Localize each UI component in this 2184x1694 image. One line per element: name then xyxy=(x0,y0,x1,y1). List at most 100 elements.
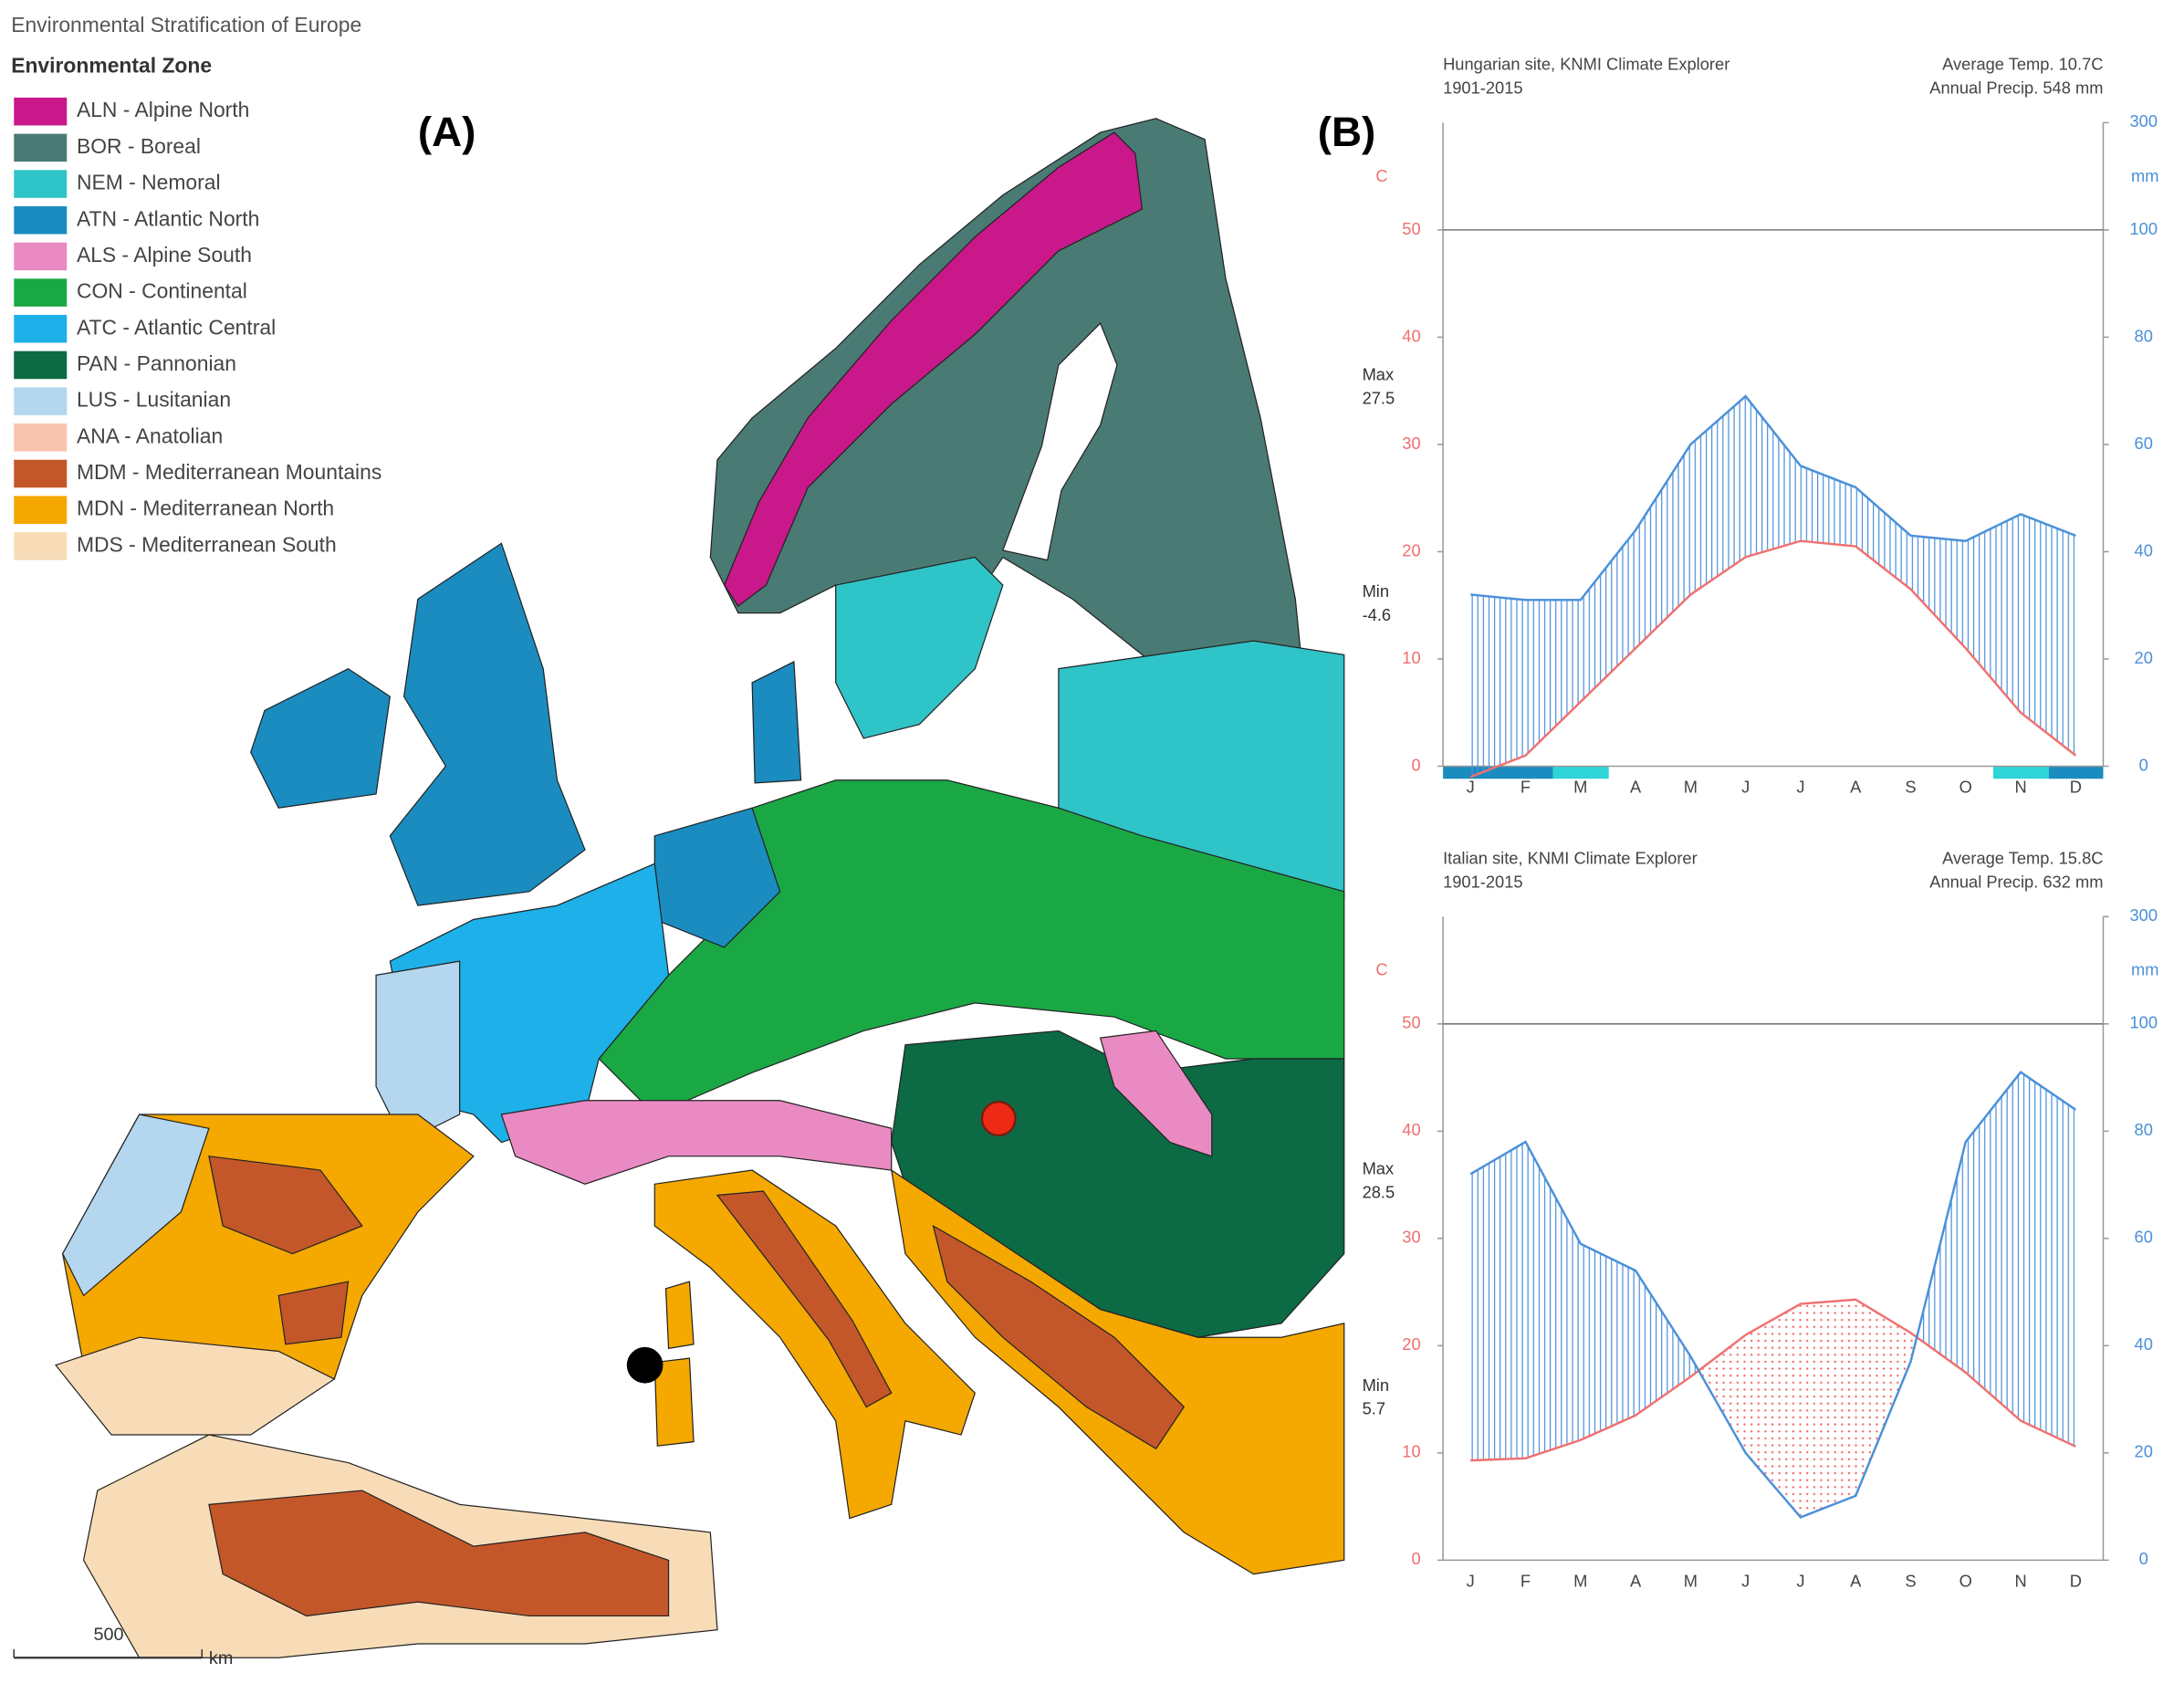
frost-bar xyxy=(1443,766,1553,779)
x-tick-label: A xyxy=(1630,1572,1642,1591)
legend-label: MDM - Mediterranean Mountains xyxy=(77,460,381,484)
frost-bar xyxy=(1992,766,2049,779)
zone-atn xyxy=(751,661,802,784)
y-tick-label: 0 xyxy=(1411,1549,1420,1568)
map-title: Environmental Stratification of Europe xyxy=(11,13,361,37)
scale-unit: km xyxy=(209,1648,233,1668)
legend-label: NEM - Nemoral xyxy=(77,171,221,194)
x-tick-label: J xyxy=(1467,778,1475,797)
site-marker xyxy=(626,1346,664,1384)
y-tick-label: 50 xyxy=(1402,1013,1420,1032)
panel-label: (A) xyxy=(418,109,476,155)
legend-swatch xyxy=(14,532,68,560)
y-axis-label: C xyxy=(1375,960,1387,979)
annotation: Max xyxy=(1363,1158,1395,1177)
zone-mdn xyxy=(653,1169,977,1520)
zone-mdm xyxy=(208,1155,363,1255)
y2-tick-label: 40 xyxy=(2135,1334,2153,1354)
legend-label: ALS - Alpine South xyxy=(77,243,252,267)
legend-swatch xyxy=(14,387,68,415)
x-tick-label: S xyxy=(1905,778,1916,797)
legend-swatch xyxy=(14,459,68,488)
y2-tick-label: 100 xyxy=(2129,1013,2158,1032)
annotation: 5.7 xyxy=(1363,1399,1385,1418)
y2-tick-label: 300 xyxy=(2129,905,2158,925)
zone-mdm xyxy=(716,1190,893,1408)
annotation: Average Temp. 10.7C xyxy=(1942,55,2103,74)
zone-aln xyxy=(723,131,1144,607)
legend-label: CON - Continental xyxy=(77,279,247,303)
annotation: Max xyxy=(1363,365,1395,384)
y2-tick-label: 300 xyxy=(2129,111,2158,131)
x-tick-label: N xyxy=(2014,1572,2026,1591)
x-tick-label: J xyxy=(1741,1572,1750,1591)
y2-tick-label: 20 xyxy=(2135,1442,2153,1461)
x-tick-label: M xyxy=(1573,1572,1587,1591)
y-tick-label: 40 xyxy=(1402,1120,1420,1139)
y-tick-label: 20 xyxy=(1402,1334,1420,1354)
annotation: Min xyxy=(1363,581,1389,601)
chart-subtitle: 1901-2015 xyxy=(1443,78,1523,98)
legend-label: ATC - Atlantic Central xyxy=(77,315,276,339)
zone-mdn xyxy=(653,1357,695,1447)
x-tick-label: M xyxy=(1684,778,1698,797)
zone-atn xyxy=(250,667,391,809)
y-tick-label: 30 xyxy=(1402,1228,1420,1247)
legend-label: LUS - Lusitanian xyxy=(77,388,231,412)
sea xyxy=(1002,322,1118,561)
y2-axis-label: mm xyxy=(2131,960,2158,979)
y-tick-label: 10 xyxy=(1402,1442,1420,1461)
legend-swatch xyxy=(14,496,68,524)
frost-bar xyxy=(1552,766,1609,779)
legend-label: PAN - Pannonian xyxy=(77,351,236,375)
y2-tick-label: 20 xyxy=(2135,648,2153,667)
map xyxy=(55,118,1345,1658)
temperature-line xyxy=(1470,1298,2076,1462)
legend-label: MDS - Mediterranean South xyxy=(77,532,337,556)
x-tick-label: O xyxy=(1959,1572,1972,1591)
x-tick-label: N xyxy=(2014,778,2026,797)
chart-title: Italian site, KNMI Climate Explorer xyxy=(1443,849,1698,868)
y-tick-label: 30 xyxy=(1402,434,1420,453)
legend-swatch xyxy=(14,350,68,380)
site-marker xyxy=(980,1101,1017,1137)
annotation: -4.6 xyxy=(1363,605,1392,624)
legend-title: Environmental Zone xyxy=(11,53,212,77)
x-tick-label: A xyxy=(1850,778,1862,797)
y-tick-label: 20 xyxy=(1402,540,1420,559)
temperature-line xyxy=(1469,539,2077,779)
chart-subtitle: 1901-2015 xyxy=(1443,873,1523,892)
zone-mdm xyxy=(208,1490,670,1617)
x-tick-label: A xyxy=(1850,1572,1862,1591)
y2-tick-label: 60 xyxy=(2135,434,2153,453)
x-tick-label: M xyxy=(1684,1572,1698,1591)
x-tick-label: F xyxy=(1520,1572,1531,1591)
y2-tick-label: 80 xyxy=(2135,326,2153,345)
y-tick-label: 40 xyxy=(1402,326,1420,345)
zone-mdn xyxy=(664,1281,695,1350)
legend-label: ATN - Atlantic North xyxy=(77,206,259,230)
x-tick-label: J xyxy=(1796,1572,1804,1591)
legend-swatch xyxy=(14,424,68,452)
annotation: Min xyxy=(1363,1375,1389,1395)
legend-swatch xyxy=(14,205,68,235)
y-tick-label: 0 xyxy=(1411,755,1420,774)
y2-tick-label: 80 xyxy=(2135,1120,2153,1139)
x-tick-label: J xyxy=(1741,778,1750,797)
zone-nem xyxy=(835,556,1004,739)
annotation: Annual Precip. 548 mm xyxy=(1929,78,2103,98)
annotation: Annual Precip. 632 mm xyxy=(1929,873,2103,892)
x-tick-label: D xyxy=(2070,1572,2082,1591)
legend-swatch xyxy=(14,170,68,198)
legend-swatch xyxy=(14,278,68,307)
x-tick-label: J xyxy=(1796,778,1804,797)
panel-label: (B) xyxy=(1318,109,1376,155)
legend-label: BOR - Boreal xyxy=(77,134,201,158)
x-tick-label: M xyxy=(1573,778,1587,797)
x-tick-label: O xyxy=(1959,778,1972,797)
y2-tick-label: 0 xyxy=(2139,755,2148,774)
legend-swatch xyxy=(14,97,68,126)
precipitation-line xyxy=(1469,1071,2077,1519)
